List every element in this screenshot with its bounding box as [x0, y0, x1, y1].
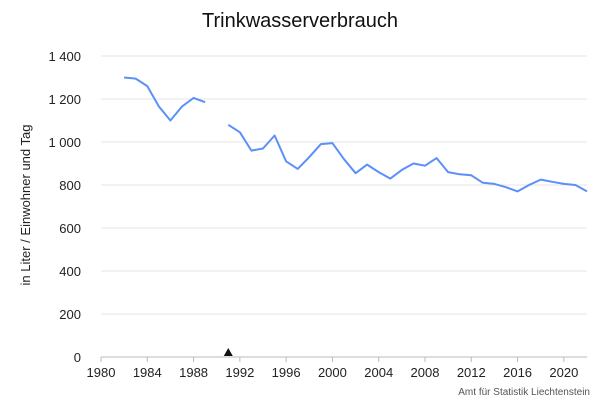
chart-title: Trinkwasserverbrauch [202, 10, 398, 32]
x-tick-label: 2000 [318, 365, 347, 380]
y-tick-label: 1 000 [48, 135, 81, 150]
x-tick-label: 1996 [272, 365, 301, 380]
y-tick-label: 600 [59, 221, 81, 236]
y-axis-ticks: 0 200 400 600 800 1 000 1 200 1 400 [48, 49, 81, 365]
series-layer [124, 76, 588, 193]
marker-layer [223, 348, 233, 356]
y-axis-label: in Liter / Einwohner und Tag [18, 125, 33, 286]
series-line-segment [124, 76, 206, 122]
series-line-segment [227, 123, 588, 193]
y-tick-label: 0 [74, 350, 81, 365]
y-tick-label: 1 400 [48, 49, 81, 64]
y-tick-label: 400 [59, 264, 81, 279]
break-marker-triangle [223, 348, 233, 356]
x-tick-label: 2004 [364, 365, 393, 380]
x-tick-label: 2016 [503, 365, 532, 380]
x-axis-ticks: 1980 1984 1988 1992 1996 2000 2004 2008 2012 2016… [87, 357, 578, 380]
x-tick-label: 1980 [87, 365, 116, 380]
y-tick-label: 1 200 [48, 92, 81, 107]
y-tick-label: 800 [59, 178, 81, 193]
grid [101, 55, 587, 358]
x-tick-label: 1984 [133, 365, 162, 380]
x-tick-label: 2008 [411, 365, 440, 380]
x-tick-label: 2012 [457, 365, 486, 380]
y-tick-label: 200 [59, 307, 81, 322]
x-tick-label: 1992 [225, 365, 254, 380]
x-tick-label: 2020 [549, 365, 578, 380]
x-tick-label: 1988 [179, 365, 208, 380]
source-note: Amt für Statistik Liechtenstein [458, 387, 590, 398]
